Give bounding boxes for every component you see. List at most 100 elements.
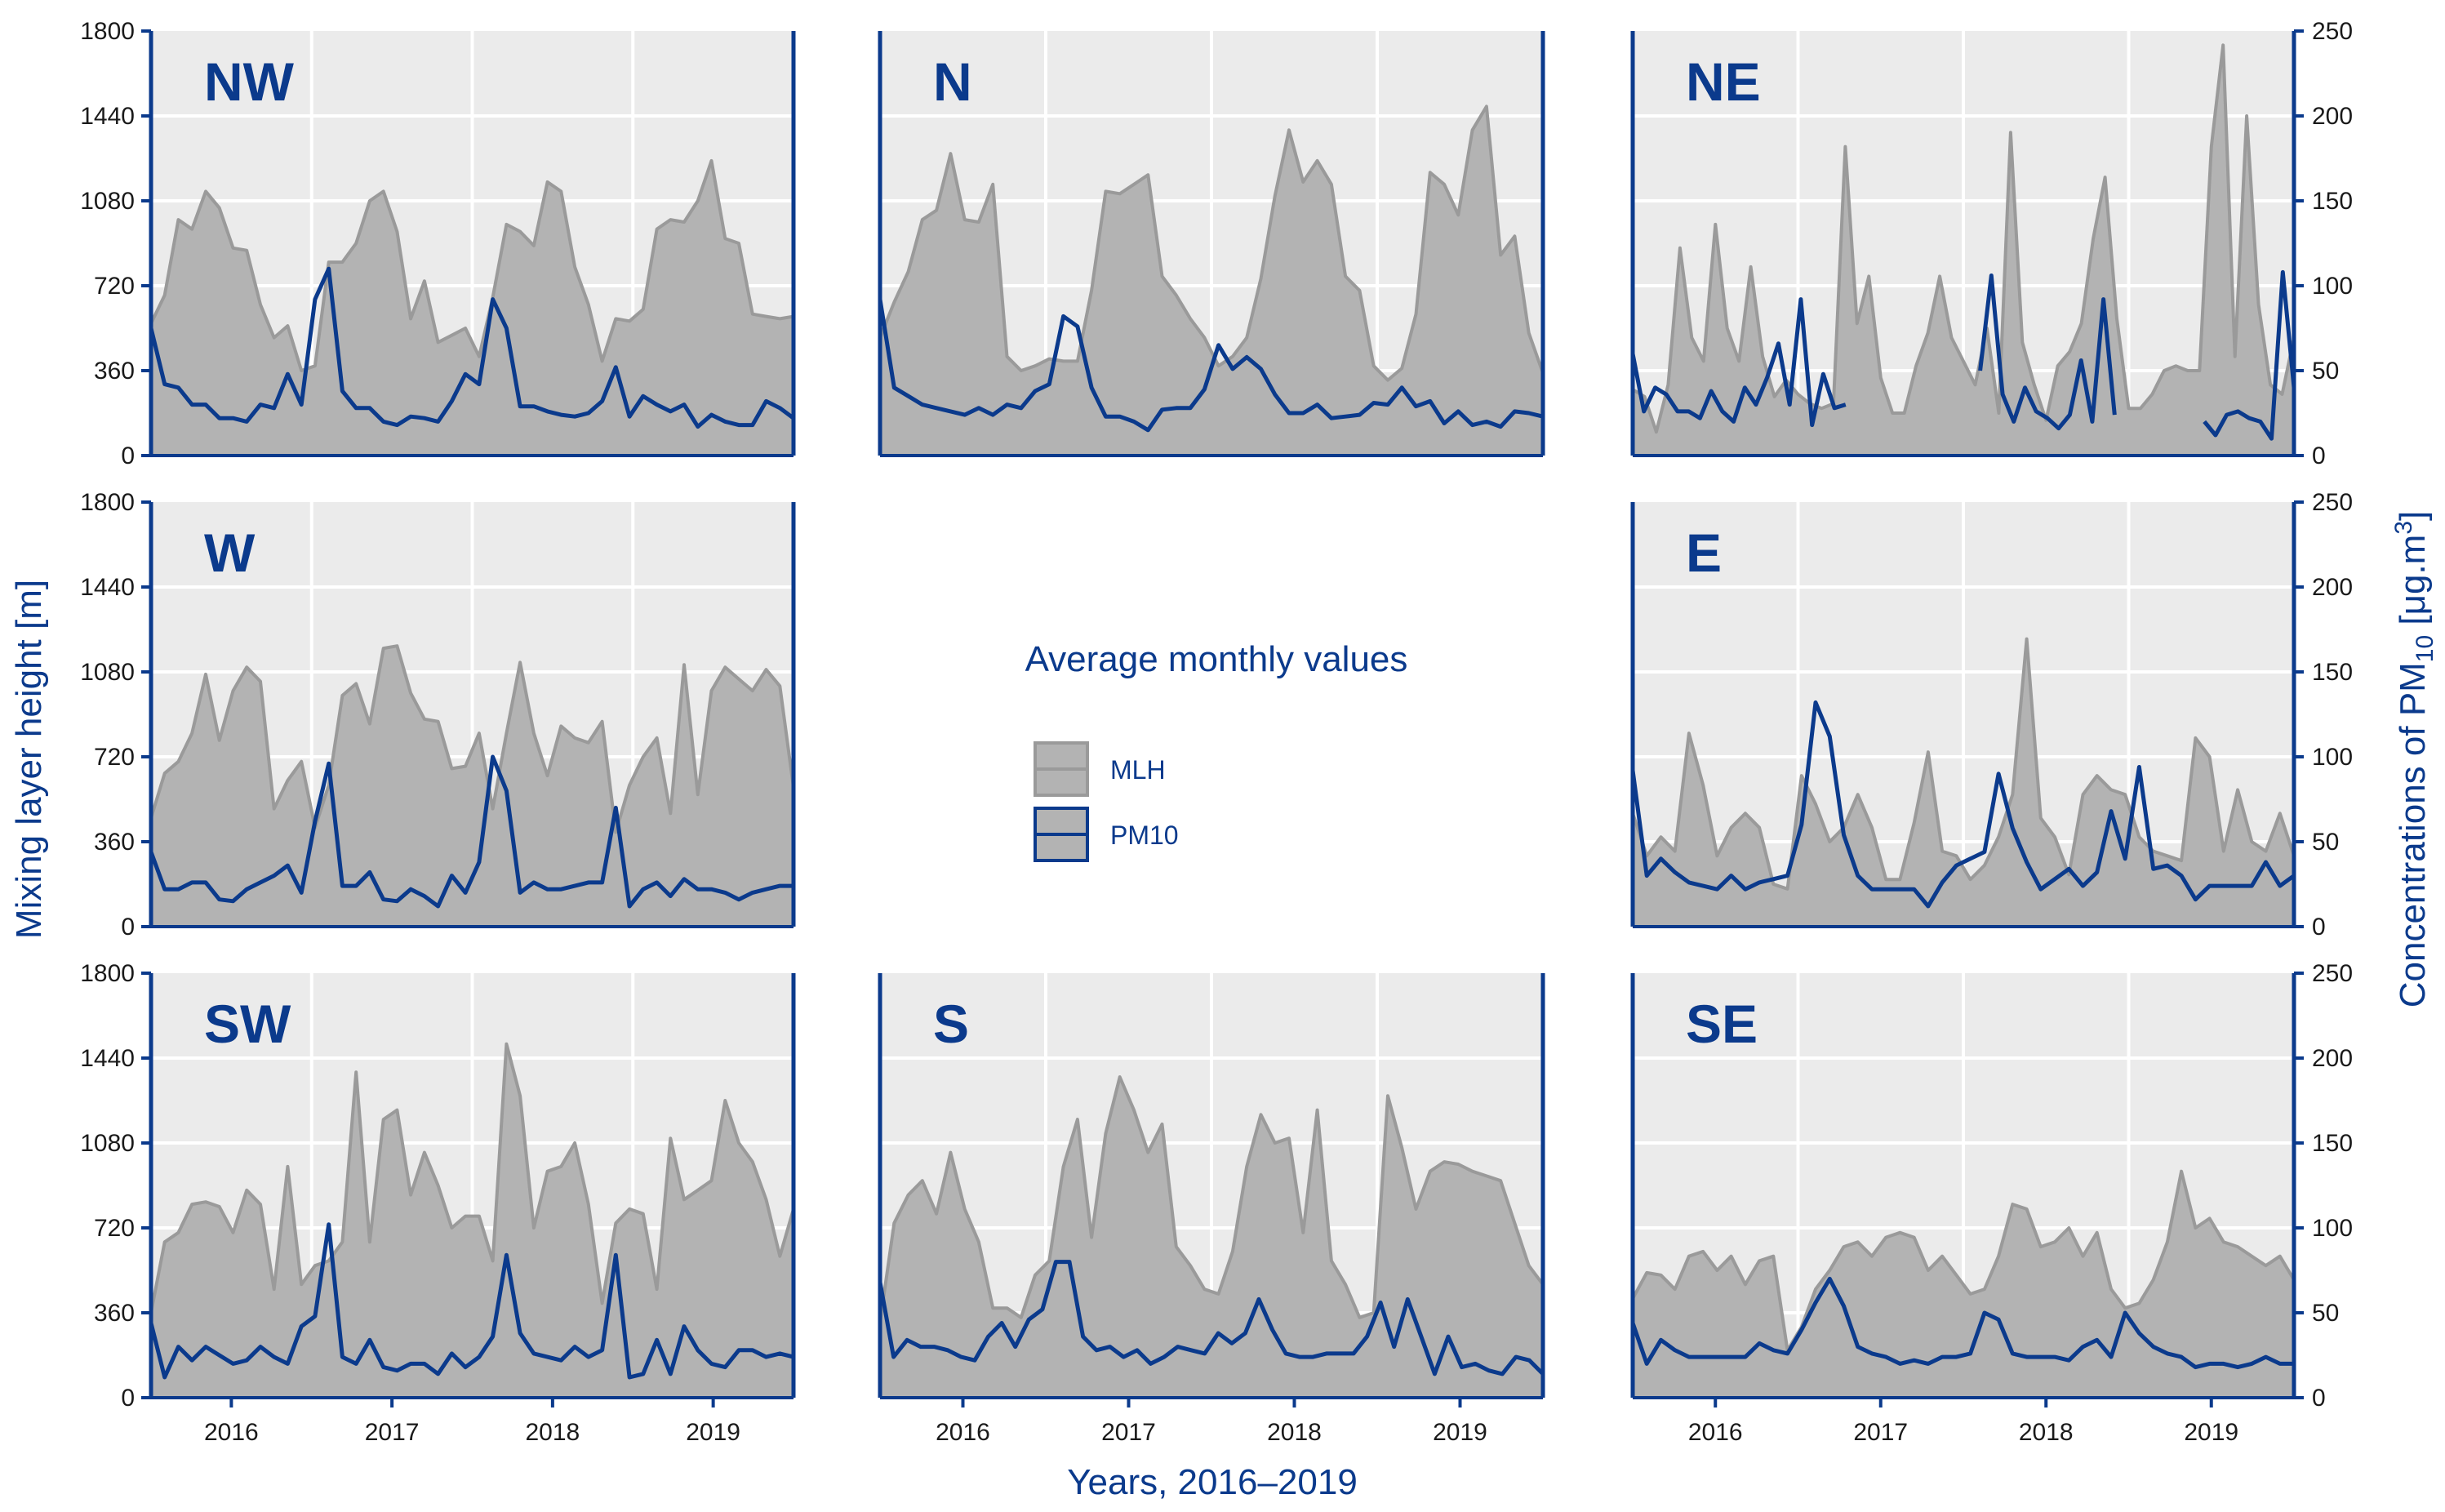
panel-title: SW (204, 994, 291, 1054)
mlh-area (880, 1077, 1543, 1398)
panel-title: NW (204, 51, 295, 112)
y-left-tick-label: 0 (121, 1385, 135, 1412)
x-tick-label: 2017 (1853, 1419, 1908, 1446)
y-axis-right-title-close: ] (2393, 511, 2433, 521)
y-left-tick-label: 1080 (80, 1130, 135, 1157)
y-right-tick-label: 150 (2312, 659, 2353, 686)
panel-title: S (933, 994, 969, 1054)
y-right-tick-label: 250 (2312, 489, 2353, 516)
pm10-line (149, 1222, 794, 1380)
mlh-line (149, 644, 795, 834)
x-tick-label: 2019 (2184, 1419, 2238, 1446)
y-axis-left-title: Mixing layer height [m] (9, 580, 49, 939)
panel-title: NE (1686, 51, 1761, 112)
y-axis-right-title-sub: 10 (2412, 635, 2438, 662)
mlh-area (1633, 638, 2294, 927)
y-right-tick-label: 100 (2312, 744, 2353, 771)
mlh-area (151, 646, 794, 927)
y-right-tick-label: 150 (2312, 188, 2353, 215)
y-right-tick-label: 250 (2312, 18, 2353, 45)
pm10-line (1630, 1276, 2294, 1370)
mlh-line (1631, 43, 2296, 434)
panel-sw: 0 360 720 1080 1440 1800 2016 2017 2018 2019 SW (80, 960, 796, 1446)
mlh-area (1633, 1171, 2294, 1398)
y-left-tick-label: 720 (94, 273, 135, 300)
y-left-tick-label: 720 (94, 1215, 135, 1242)
mlh-line (878, 105, 1545, 382)
x-tick-label: 2018 (2019, 1419, 2074, 1446)
y-left-tick-label: 720 (94, 744, 135, 771)
y-left-tick-label: 0 (121, 442, 135, 469)
mlh-line (1631, 1169, 2296, 1353)
y-right-tick-label: 200 (2312, 574, 2353, 601)
pm10-line (1630, 269, 2296, 441)
panel-n: N (878, 31, 1545, 457)
panel-s: 2016 2017 2018 2019 S (878, 973, 1545, 1446)
legend-label-pm10: PM10 (1110, 820, 1179, 850)
mlh-line (149, 1042, 795, 1314)
y-right-tick-label: 200 (2312, 1045, 2353, 1072)
mlh-area (880, 106, 1543, 456)
legend-title: Average monthly values (1025, 639, 1408, 679)
pm10-line (149, 754, 794, 909)
x-tick-label: 2016 (1688, 1419, 1743, 1446)
y-right-tick-label: 0 (2312, 1385, 2326, 1412)
y-right-tick-label: 0 (2312, 914, 2326, 941)
y-right-tick-label: 100 (2312, 1215, 2353, 1242)
y-right-tick-label: 50 (2312, 829, 2339, 856)
y-left-tick-label: 360 (94, 358, 135, 385)
pm10-line (878, 1260, 1545, 1376)
mlh-line (149, 158, 794, 372)
legend-label-mlh: MLH (1110, 755, 1166, 785)
y-left-tick-label: 0 (121, 914, 135, 941)
y-right-tick-label: 50 (2312, 1300, 2339, 1327)
y-axis-right-title-sup: 3 (2390, 521, 2417, 535)
panel-nw: 0 360 720 1080 1440 1800 NW (80, 18, 796, 469)
y-left-tick-label: 1080 (80, 188, 135, 215)
x-tick-label: 2019 (1433, 1419, 1487, 1446)
y-left-tick-label: 1440 (80, 574, 135, 601)
y-left-tick-label: 1800 (80, 489, 135, 516)
x-tick-label: 2018 (526, 1419, 580, 1446)
y-right-tick-label: 150 (2312, 1130, 2353, 1157)
legend: Average monthly values MLH PM10 (1025, 639, 1408, 862)
y-left-tick-label: 360 (94, 829, 135, 856)
panel-e: 0 50 100 150 200 250 E (1630, 489, 2353, 941)
y-left-tick-label: 360 (94, 1300, 135, 1327)
y-axis-right-title-main: Concentrations of PM (2393, 662, 2433, 1007)
x-tick-label: 2016 (204, 1419, 259, 1446)
x-tick-label: 2018 (1267, 1419, 1322, 1446)
y-left-tick-label: 1080 (80, 659, 135, 686)
pm10-line (878, 299, 1544, 433)
y-right-tick-label: 250 (2312, 960, 2353, 987)
y-right-tick-label: 0 (2312, 442, 2326, 469)
y-axis-right-title: Concentrations of PM10 [μg.m3] (2390, 511, 2438, 1008)
mlh-line (1631, 637, 2296, 891)
panel-ne: 0 50 100 150 200 250 NE (1630, 18, 2353, 469)
panel-title: SE (1686, 994, 1758, 1054)
mlh-line (878, 1075, 1545, 1323)
x-tick-label: 2017 (365, 1419, 420, 1446)
x-axis-title: Years, 2016–2019 (1067, 1462, 1358, 1502)
mlh-area (151, 1043, 794, 1398)
x-tick-label: 2016 (936, 1419, 990, 1446)
panel-title: W (204, 523, 256, 583)
panel-title: N (933, 51, 972, 112)
y-right-tick-label: 50 (2312, 358, 2339, 385)
x-tick-label: 2019 (686, 1419, 740, 1446)
x-tick-label: 2017 (1101, 1419, 1156, 1446)
y-left-tick-label: 1440 (80, 103, 135, 130)
panel-se: 0 50 100 150 200 250 2016 2017 2018 2019 SE (1630, 960, 2353, 1446)
panel-title: E (1686, 523, 1722, 583)
y-right-tick-label: 200 (2312, 103, 2353, 130)
y-right-tick-label: 100 (2312, 273, 2353, 300)
panel-w: 0 360 720 1080 1440 1800 W (80, 489, 796, 941)
pm10-line (149, 266, 795, 429)
y-left-tick-label: 1800 (80, 18, 135, 45)
pm10-line (1630, 700, 2296, 909)
y-axis-right-title-unit: [μg.m (2393, 535, 2433, 635)
y-left-tick-label: 1800 (80, 960, 135, 987)
mlh-area (151, 160, 794, 456)
